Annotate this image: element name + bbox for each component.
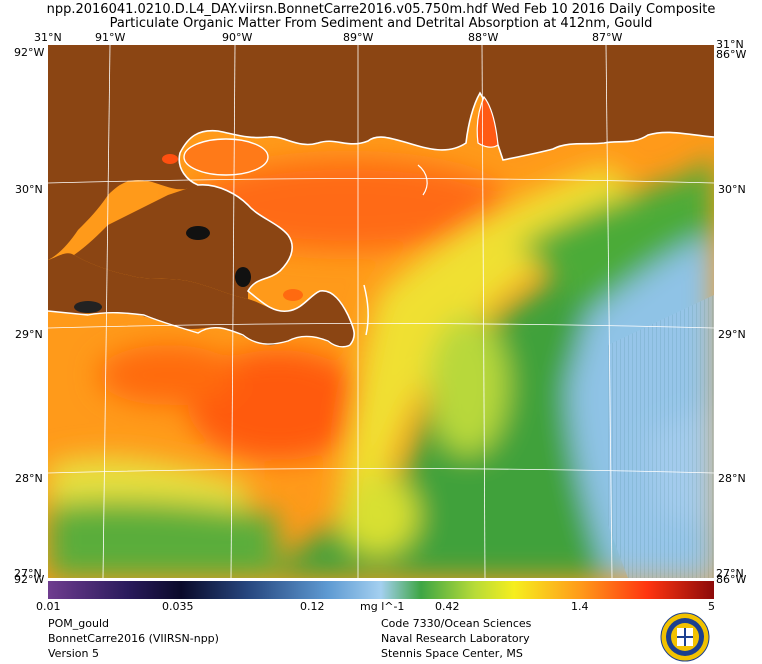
- product-name: POM_gould: [48, 617, 110, 630]
- land-mass: [48, 253, 355, 347]
- dataset-name: BonnetCarre2016 (VIIRSN-npp): [48, 632, 219, 645]
- lat-label-right: 30°N: [718, 183, 746, 196]
- corner-lat-bottom-left: 27°N: [14, 567, 42, 580]
- corner-lon-top-right: 86°W: [716, 48, 747, 61]
- org-location: Stennis Space Center, MS: [381, 647, 523, 660]
- colorbar-tick: 5: [708, 600, 715, 613]
- lake: [162, 154, 178, 164]
- lat-label-left: 30°N: [15, 183, 43, 196]
- colorbar-tick: 1.4: [571, 600, 589, 613]
- corner-lat-top-right: 31°N: [716, 38, 744, 51]
- dark-water: [186, 226, 210, 240]
- dark-water: [74, 301, 102, 313]
- lon-label-top: 91°W: [95, 31, 126, 44]
- lake: [183, 138, 269, 176]
- lat-label-right: 29°N: [718, 328, 746, 341]
- nrl-seal-icon: [660, 612, 710, 662]
- dark-water: [283, 289, 303, 301]
- graticule: [48, 45, 714, 578]
- colorbar-tick: 0.42: [435, 600, 460, 613]
- dark-water: [235, 267, 251, 287]
- colorbar-tick: 0.12: [300, 600, 325, 613]
- coastline: [48, 310, 351, 348]
- map-subtitle: Particulate Organic Matter From Sediment…: [109, 16, 653, 31]
- corner-lon-bottom-left: 92°W: [14, 573, 45, 586]
- lon-label-top: 89°W: [343, 31, 374, 44]
- barrier-islands: [417, 164, 428, 196]
- colorbar-tick: 0.01: [36, 600, 61, 613]
- lon-label-top: 88°W: [468, 31, 499, 44]
- corner-lon-bottom-right: 86°W: [716, 573, 747, 586]
- corner-lon-top-left: 92°W: [14, 46, 45, 59]
- barrier-islands: [363, 284, 369, 336]
- lat-label-right: 28°N: [718, 472, 746, 485]
- org-code: Code 7330/Ocean Sciences: [381, 617, 532, 630]
- coastline: [178, 91, 714, 346]
- corner-lat-top-left: 31°N: [34, 31, 62, 44]
- colorbar-units: mg l^-1: [360, 600, 405, 613]
- swath-region: [608, 295, 714, 578]
- version-label: Version 5: [48, 647, 99, 660]
- satellite-map[interactable]: [48, 45, 714, 578]
- corner-lat-bottom-right: 27°N: [716, 567, 744, 580]
- lon-label-top: 87°W: [592, 31, 623, 44]
- lon-label-top: 90°W: [222, 31, 253, 44]
- colorbar: [48, 581, 714, 599]
- colorbar-tick: 0.035: [162, 600, 194, 613]
- org-name: Naval Research Laboratory: [381, 632, 530, 645]
- lat-label-left: 29°N: [15, 328, 43, 341]
- map-title: npp.2016041.0210.D.L4_DAY.viirsn.BonnetC…: [46, 2, 716, 17]
- land-mass: [48, 45, 714, 260]
- lat-label-left: 28°N: [15, 472, 43, 485]
